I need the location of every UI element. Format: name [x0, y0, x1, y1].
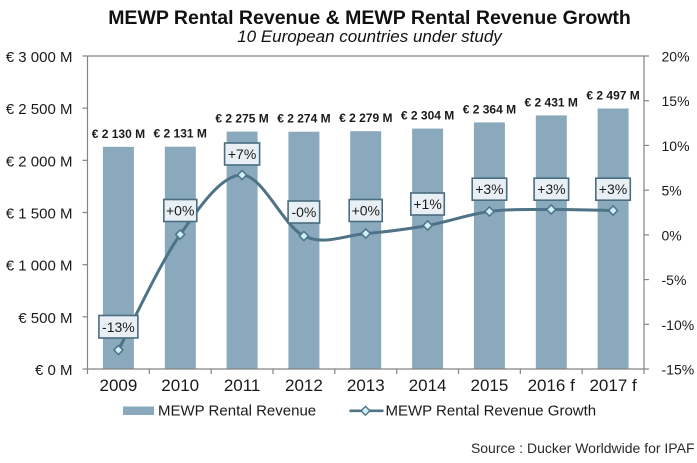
- svg-text:-15%: -15%: [662, 362, 695, 378]
- svg-text:-10%: -10%: [662, 317, 695, 333]
- svg-text:MEWP Rental Revenue: MEWP Rental Revenue: [158, 403, 316, 420]
- svg-text:€ 1 000 M: € 1 000 M: [6, 258, 73, 275]
- svg-text:+7%: +7%: [228, 146, 256, 162]
- svg-text:€ 2 497 M: € 2 497 M: [586, 89, 639, 103]
- svg-text:Source : Ducker Worldwide for: Source : Ducker Worldwide for IPAF: [471, 440, 695, 456]
- svg-text:0%: 0%: [662, 227, 682, 243]
- svg-text:MEWP Rental Revenue Growth: MEWP Rental Revenue Growth: [386, 403, 597, 420]
- svg-text:-5%: -5%: [662, 272, 687, 288]
- svg-text:€ 2 130 M: € 2 130 M: [92, 127, 145, 141]
- svg-text:€ 3 000 M: € 3 000 M: [6, 49, 73, 66]
- svg-text:€ 2 279 M: € 2 279 M: [339, 111, 392, 125]
- svg-text:10 European countries under st: 10 European countries under study: [237, 27, 503, 46]
- svg-text:2013: 2013: [347, 376, 385, 395]
- svg-text:€ 2 304 M: € 2 304 M: [401, 109, 454, 123]
- svg-text:5%: 5%: [662, 183, 682, 199]
- svg-text:€ 2 364 M: € 2 364 M: [463, 102, 516, 116]
- svg-text:€ 500 M: € 500 M: [18, 310, 72, 327]
- svg-text:2017 f: 2017 f: [589, 376, 637, 395]
- svg-text:2011: 2011: [224, 376, 261, 395]
- svg-text:15%: 15%: [662, 93, 690, 109]
- svg-text:+3%: +3%: [599, 181, 627, 197]
- svg-text:+1%: +1%: [413, 196, 441, 212]
- svg-text:+0%: +0%: [166, 203, 194, 219]
- svg-text:€ 2 000 M: € 2 000 M: [6, 153, 73, 170]
- svg-text:€ 2 274 M: € 2 274 M: [277, 112, 330, 126]
- svg-text:2012: 2012: [285, 376, 323, 395]
- svg-text:2016 f: 2016 f: [528, 376, 576, 395]
- svg-text:2010: 2010: [161, 376, 199, 395]
- svg-text:-0%: -0%: [291, 204, 316, 220]
- svg-text:20%: 20%: [662, 49, 690, 65]
- svg-text:MEWP Rental Revenue & MEWP Ren: MEWP Rental Revenue & MEWP Rental Revenu…: [108, 7, 631, 29]
- svg-text:2009: 2009: [99, 376, 137, 395]
- svg-text:2015: 2015: [470, 376, 508, 395]
- svg-text:€ 2 500 M: € 2 500 M: [6, 101, 73, 118]
- svg-text:-13%: -13%: [102, 319, 135, 335]
- svg-text:+0%: +0%: [352, 203, 380, 219]
- svg-text:10%: 10%: [662, 138, 690, 154]
- svg-text:€ 2 431 M: € 2 431 M: [525, 95, 578, 109]
- svg-text:€ 2 131 M: € 2 131 M: [154, 127, 207, 141]
- svg-text:+3%: +3%: [537, 181, 565, 197]
- svg-text:+3%: +3%: [475, 181, 503, 197]
- svg-text:€ 2 275 M: € 2 275 M: [215, 112, 268, 126]
- svg-text:2014: 2014: [409, 376, 447, 395]
- svg-text:€ 0 M: € 0 M: [35, 362, 73, 379]
- svg-text:€ 1 500 M: € 1 500 M: [6, 206, 73, 223]
